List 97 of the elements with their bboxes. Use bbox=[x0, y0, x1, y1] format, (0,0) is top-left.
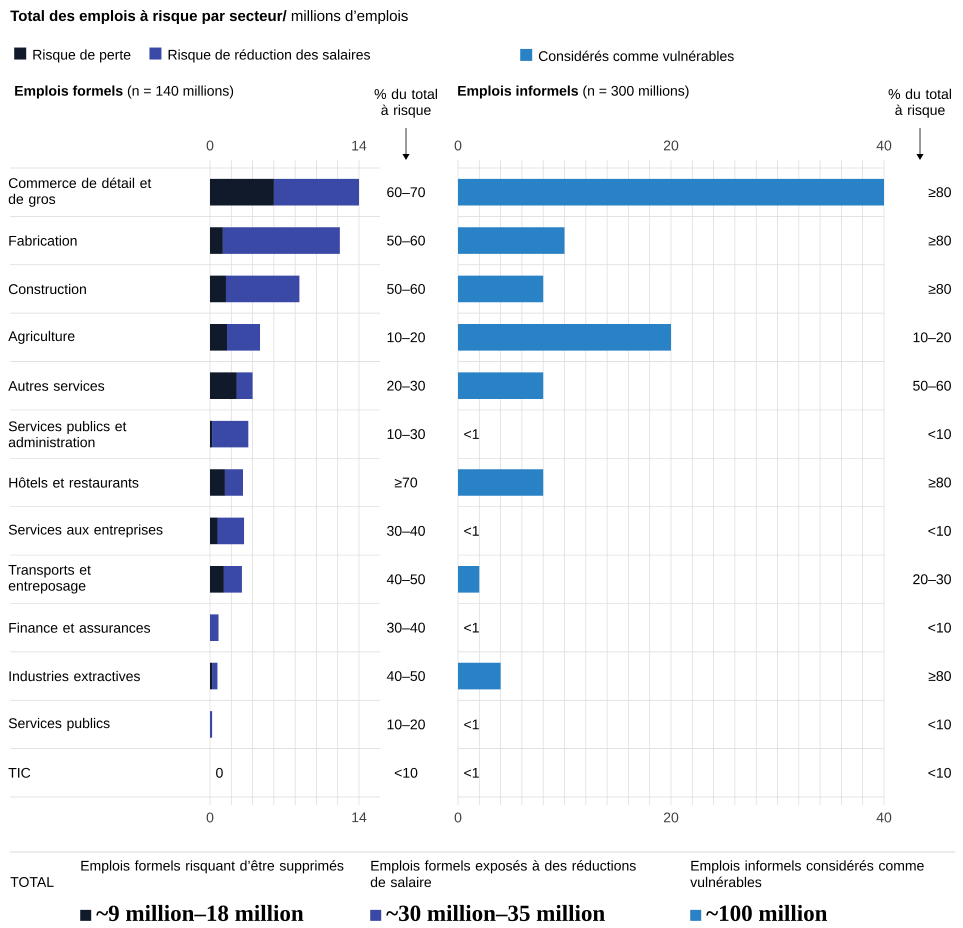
bar bbox=[458, 372, 544, 400]
text: <10 bbox=[928, 429, 951, 440]
bar bbox=[458, 469, 544, 496]
text: 10–20 bbox=[914, 332, 951, 342]
y-tick-label: Transports et entreposage bbox=[8, 565, 91, 594]
x2-tick-label: 40 bbox=[876, 140, 892, 150]
x2-tick-label: 14 bbox=[352, 140, 366, 150]
text: ≥80 bbox=[928, 284, 951, 294]
text: ~9 million–18 million bbox=[96, 904, 304, 922]
bar bbox=[226, 276, 300, 302]
text: TOTAL bbox=[10, 877, 54, 887]
text: ≥80 bbox=[928, 187, 951, 198]
text: Emplois formels risquant d’être supprimés bbox=[81, 860, 344, 874]
text: ≥80 bbox=[928, 236, 951, 246]
text: <10 bbox=[928, 526, 951, 536]
bar bbox=[217, 518, 244, 544]
bar bbox=[210, 518, 218, 544]
text: 20–30 bbox=[913, 574, 951, 584]
y-tick-label: Services publics et administration bbox=[8, 420, 126, 448]
bar bbox=[210, 566, 224, 593]
legend-label: Risque de perte bbox=[33, 49, 130, 62]
bar bbox=[222, 227, 340, 254]
chart-title: Total des emplois à risque par secteur/ millions d’emplois bbox=[10, 10, 408, 24]
legend-label: Risque de réduction des salaires bbox=[168, 49, 370, 62]
text: Emplois informels considérés comme vulnérables bbox=[690, 860, 924, 888]
bar bbox=[210, 178, 274, 206]
chart-subtitle: Emplois informels (n = 300 millions) bbox=[458, 85, 689, 99]
text: 50–60 bbox=[387, 236, 425, 246]
bar bbox=[210, 276, 226, 302]
bar bbox=[212, 662, 218, 690]
y-tick-label: Services publics bbox=[8, 718, 110, 731]
x-tick-label: 0 bbox=[454, 812, 462, 822]
bar bbox=[210, 324, 228, 351]
y-tick-label: TIC bbox=[8, 768, 30, 778]
y-tick-label: Industries extractives bbox=[9, 670, 140, 682]
y-tick-label: Finance et assurances bbox=[9, 622, 150, 633]
text: 30–40 bbox=[387, 622, 425, 633]
bar bbox=[274, 178, 360, 206]
text: % du total à risque bbox=[374, 88, 437, 118]
text: ~100 million bbox=[706, 904, 828, 922]
text: 50–60 bbox=[387, 284, 425, 294]
text: <1 bbox=[464, 622, 479, 632]
bar bbox=[227, 324, 260, 351]
text: 50–60 bbox=[913, 380, 951, 391]
y-tick-label: Services aux entreprises bbox=[8, 524, 163, 538]
text: <10 bbox=[394, 768, 418, 778]
bar bbox=[210, 227, 223, 254]
text: <1 bbox=[464, 720, 479, 730]
text: ~30 million–35 million bbox=[386, 904, 605, 922]
text: % du total à risque bbox=[888, 88, 951, 118]
text: <1 bbox=[464, 429, 479, 439]
text: ≥80 bbox=[928, 671, 951, 681]
bar bbox=[224, 566, 242, 593]
bar bbox=[212, 420, 248, 448]
y-tick-label: Autres services bbox=[8, 380, 104, 391]
bar bbox=[210, 614, 219, 641]
text: <10 bbox=[928, 719, 951, 730]
x-tick-label: 20 bbox=[664, 812, 678, 822]
text: 10–20 bbox=[388, 719, 425, 730]
bar bbox=[458, 566, 480, 593]
x2-tick-label: 0 bbox=[206, 140, 214, 150]
data-label: 0 bbox=[216, 768, 223, 778]
bar bbox=[458, 178, 884, 206]
text: <1 bbox=[464, 526, 479, 536]
bar bbox=[458, 227, 565, 254]
x2-tick-label: 20 bbox=[664, 140, 678, 150]
x-tick-label: 0 bbox=[206, 812, 214, 822]
text: <10 bbox=[928, 622, 951, 633]
bar bbox=[210, 372, 237, 400]
bar bbox=[236, 372, 253, 400]
x-tick-label: 14 bbox=[352, 812, 366, 822]
text: ≥80 bbox=[928, 478, 951, 488]
bar bbox=[224, 469, 243, 496]
text: ≥70 bbox=[394, 478, 418, 488]
text: <10 bbox=[928, 768, 951, 778]
text: 40–50 bbox=[386, 574, 425, 584]
bar bbox=[210, 469, 225, 496]
text: 10–30 bbox=[388, 429, 425, 440]
text: 30–40 bbox=[387, 526, 425, 536]
text: <1 bbox=[464, 768, 479, 778]
y-tick-label: Commerce de détail et de gros bbox=[8, 178, 152, 207]
y-tick-label: Hôtels et restaurants bbox=[9, 477, 138, 488]
chart-subtitle: Emplois formels (n = 140 millions) bbox=[15, 85, 234, 99]
y-tick-label: Construction bbox=[8, 284, 86, 294]
bar bbox=[458, 276, 544, 302]
x-tick-label: 40 bbox=[876, 812, 892, 822]
text: 10–20 bbox=[388, 332, 425, 342]
text: 20–30 bbox=[387, 380, 425, 391]
bar bbox=[458, 324, 672, 351]
x2-tick-label: 0 bbox=[454, 140, 462, 150]
text: Emplois formels exposés à des réductions de salaire bbox=[370, 860, 636, 888]
text: 40–50 bbox=[386, 671, 425, 681]
y-tick-label: Agriculture bbox=[8, 330, 74, 344]
y-tick-label: Fabrication bbox=[9, 235, 77, 246]
bar bbox=[458, 662, 501, 690]
legend-label: Considérés comme vulnérables bbox=[538, 50, 734, 62]
text: 60–70 bbox=[387, 187, 425, 198]
